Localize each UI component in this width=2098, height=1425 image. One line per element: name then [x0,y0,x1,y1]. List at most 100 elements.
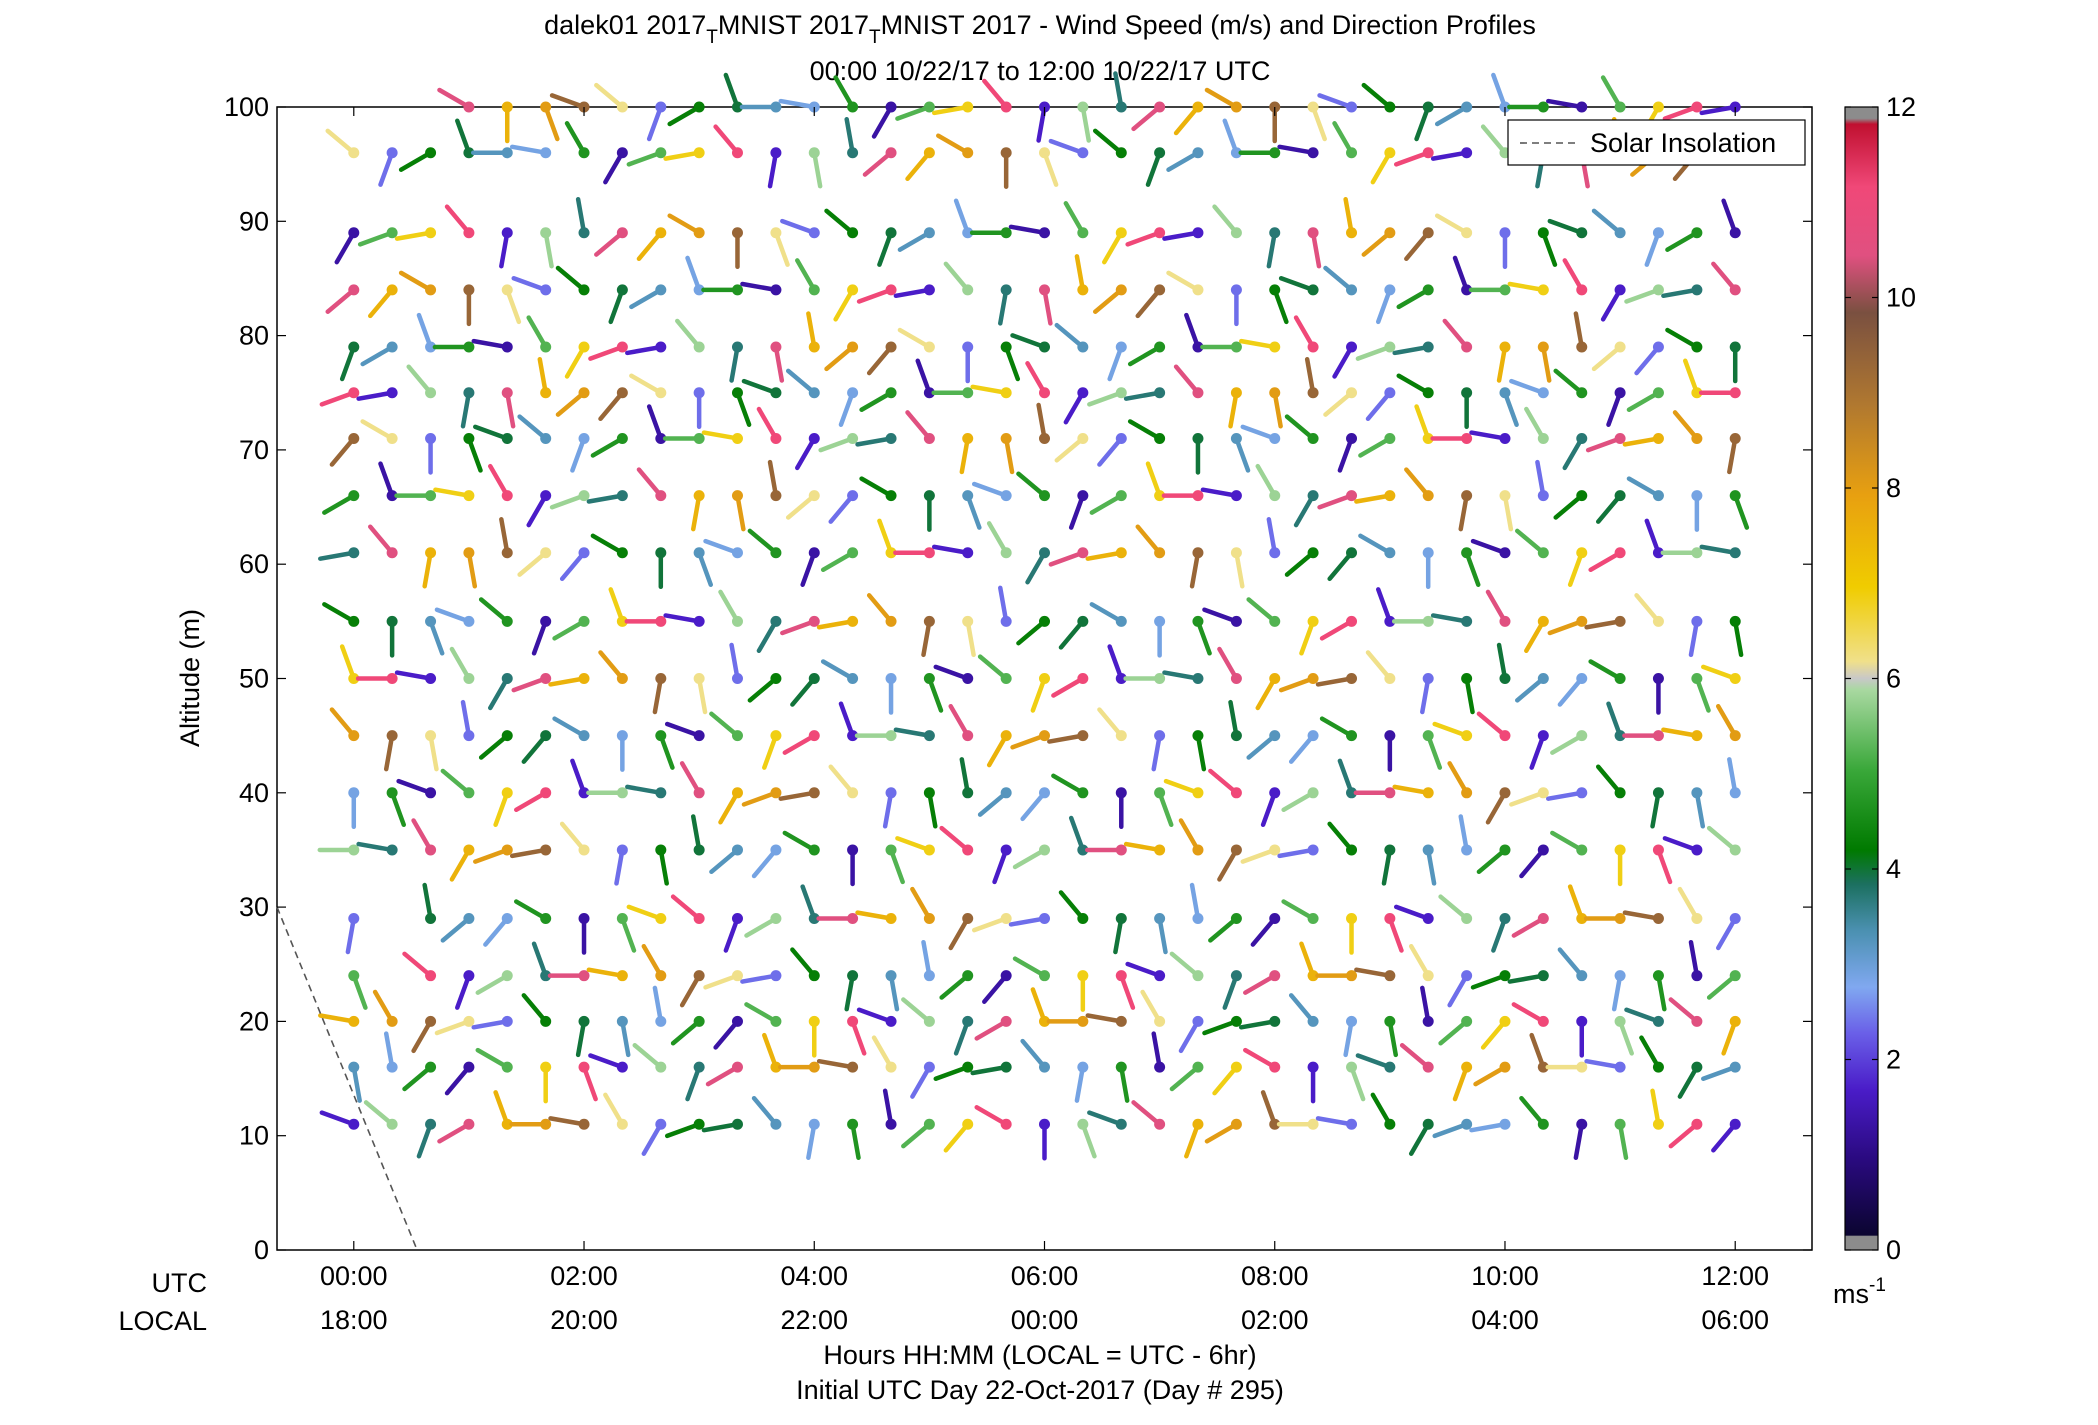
wind-barb-shaft [977,790,1009,817]
wind-barb-shaft [1010,333,1047,350]
wind-barb-point [1230,341,1242,353]
wind-barb-point [616,432,628,444]
wind-barb-point [463,147,475,159]
wind-barb-shaft [1228,390,1239,429]
wind-barb-point [847,673,859,684]
wind-barb [1614,1118,1629,1161]
wind-barb-point [1039,227,1050,239]
y-tick-label: 100 [224,92,269,122]
wind-barb-shaft [368,287,395,319]
wind-barb-shaft [652,985,664,1024]
wind-barb [641,943,667,982]
wind-barb [664,1118,705,1139]
wind-barb-shaft [1102,230,1124,265]
wind-barb-shaft [1420,985,1431,1024]
wind-barb [1154,913,1168,955]
wind-barb-point [1422,284,1434,296]
wind-barb-point [1307,913,1319,925]
wind-barb-shaft [509,144,548,155]
wind-barb-shaft [959,436,970,475]
wind-barb-shaft [1665,327,1700,350]
wind-barb-point [1576,341,1588,353]
wind-barb [473,844,513,864]
wind-barb-point [1000,615,1012,627]
wind-barb-shaft [1246,597,1277,624]
wind-barb-point [1269,284,1281,296]
wind-barb-point [1461,147,1473,159]
wind-barb [1332,121,1358,159]
wind-barb-point [1346,615,1358,627]
wind-barb-shaft [977,654,1009,681]
wind-barb-point [885,844,897,856]
wind-barb [703,538,743,559]
wind-barb-shaft [626,150,664,167]
wind-barb [1010,333,1050,353]
wind-barb [1000,147,1012,189]
wind-barb [701,430,743,444]
wind-barb-shaft [478,733,510,760]
wind-barb-shaft [965,493,982,530]
wind-barb-point [386,1015,398,1027]
wind-barb [1672,410,1703,444]
wind-barb-shaft [1656,847,1673,885]
wind-barb-point [1230,284,1242,296]
wind-barb-point [1115,913,1127,925]
wind-barb-point [1729,490,1741,502]
wind-barb-point [923,730,935,742]
wind-barb-point [1422,341,1434,353]
wind-barb-shaft [1715,916,1738,951]
wind-barb [1430,613,1473,627]
wind-barb [432,341,475,353]
wind-barb-shaft [986,521,1009,556]
x-tick-label-local: 22:00 [780,1305,848,1335]
wind-barb-shaft [974,1105,1009,1127]
wind-barb-shaft [620,1019,631,1058]
wind-barb-shaft [1711,261,1738,293]
wind-barb-point [616,387,628,399]
wind-barb-shaft [1097,707,1124,738]
x-tick-label-utc: 06:00 [1011,1261,1079,1291]
wind-barb-shaft [893,287,932,299]
wind-barb-shaft [1442,318,1469,350]
wind-barb-shaft [1246,733,1277,760]
wind-barb-point [1115,1061,1127,1073]
wind-barb [1434,213,1473,239]
wind-barb [1706,970,1741,1000]
wind-barb [1087,387,1127,407]
wind-barb-shaft [833,287,855,322]
wind-barb [1468,284,1511,296]
wind-barb-point [847,844,859,856]
wind-barb-shaft [1588,550,1623,573]
colorbar-tick-label: 10 [1886,283,1916,313]
wind-barb-shaft [1058,619,1086,650]
wind-barb-point [1384,341,1396,353]
wind-barb-shaft [1166,150,1201,172]
wind-barb-shaft [895,104,932,121]
wind-barb [1135,524,1166,559]
wind-barb-point [1691,844,1703,856]
wind-barb-point [1691,913,1703,925]
wind-barb [816,913,859,925]
wind-barb-shaft [970,1064,1009,1076]
wind-barb-point [1077,970,1089,982]
wind-barb [1281,787,1319,813]
wind-barb-shaft [859,390,894,412]
wind-barb-shaft [1393,904,1431,921]
wind-barb [1699,544,1741,559]
wind-barb-point [1115,341,1127,353]
wind-barb [636,227,667,262]
wind-barb-shaft [1092,128,1124,155]
wind-barb-point [540,547,552,559]
wind-barb-shaft [844,116,855,155]
wind-barb-shaft [1008,224,1047,235]
wind-barb-shaft [1644,230,1661,267]
wind-barb [824,208,859,239]
wind-barb-point [1461,1118,1473,1130]
wind-barb [778,1061,820,1073]
wind-barb [871,1035,897,1073]
wind-barb [1163,778,1204,799]
wind-barb-point [1000,341,1012,353]
wind-barb-point [1614,284,1626,296]
y-tick-label: 30 [239,892,269,922]
